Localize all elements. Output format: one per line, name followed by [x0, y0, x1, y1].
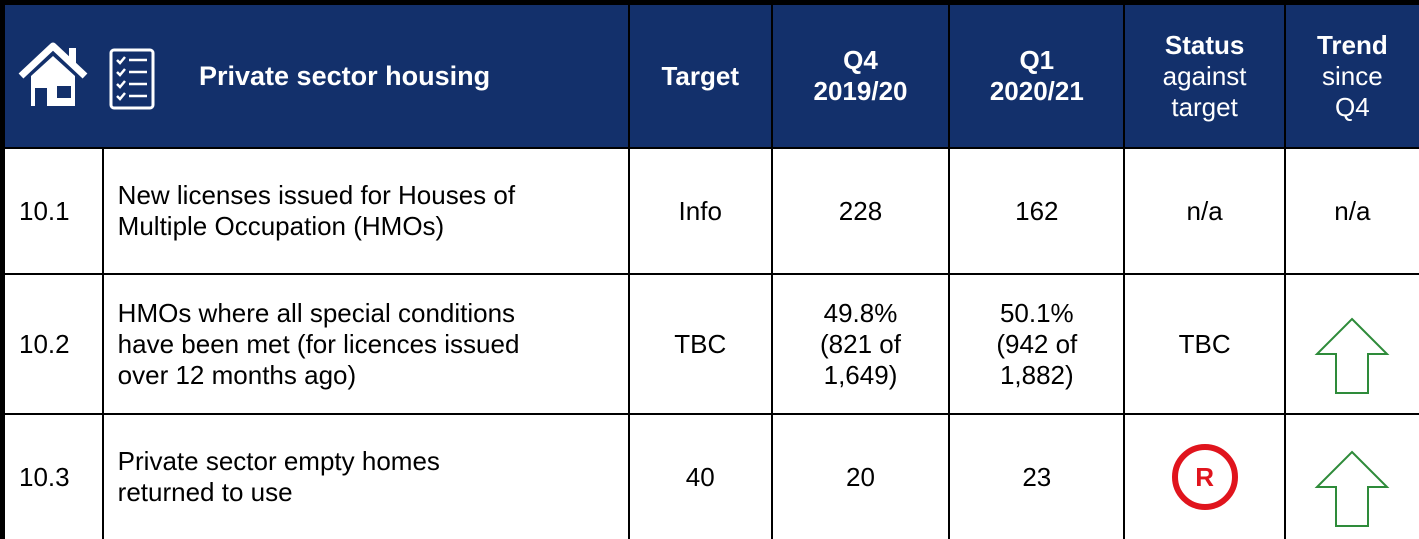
- row: 10.1 New licenses issued for Houses of M…: [3, 148, 1419, 274]
- col-header-text: Status: [1165, 30, 1244, 60]
- trend-up-arrow: [1314, 316, 1390, 396]
- col-header-text: Target: [661, 61, 739, 91]
- q4-cell: 20: [772, 414, 949, 539]
- header-icons: [13, 36, 163, 116]
- col-header-subtext: against target: [1163, 61, 1247, 122]
- q1-cell: 23: [949, 414, 1124, 539]
- col-header-subtext: since Q4: [1322, 61, 1383, 122]
- col-header: Target: [629, 3, 772, 149]
- row-description: HMOs where all special conditions have b…: [103, 274, 629, 414]
- row-description: New licenses issued for Houses of Multip…: [103, 148, 629, 274]
- trend-cell: [1285, 414, 1419, 539]
- col-header-text: Q1 2020/21: [990, 45, 1084, 106]
- row-id: 10.3: [3, 414, 103, 539]
- col-header: Q1 2020/21: [949, 3, 1124, 149]
- q4-cell: 49.8% (821 of 1,649): [772, 274, 949, 414]
- row: 10.2 HMOs where all special conditions h…: [3, 274, 1419, 414]
- row: 10.3 Private sector empty homes returned…: [3, 414, 1419, 539]
- q1-cell: 50.1% (942 of 1,882): [949, 274, 1124, 414]
- q4-cell: 228: [772, 148, 949, 274]
- trend-cell: [1285, 274, 1419, 414]
- col-header-text: Q4 2019/20: [814, 45, 908, 106]
- target-cell: Info: [629, 148, 772, 274]
- status-cell: n/a: [1124, 148, 1284, 274]
- q1-cell: 162: [949, 148, 1124, 274]
- target-cell: 40: [629, 414, 772, 539]
- trend-up-arrow: [1314, 449, 1390, 529]
- row-id: 10.2: [3, 274, 103, 414]
- header-row: Private sector housing Target Q4 2019/20…: [3, 3, 1419, 149]
- col-header: Q4 2019/20: [772, 3, 949, 149]
- target-cell: TBC: [629, 274, 772, 414]
- trend-cell: n/a: [1285, 148, 1419, 274]
- status-cell: TBC: [1124, 274, 1284, 414]
- table-title: Private sector housing: [199, 61, 490, 92]
- rag-status: R: [1172, 444, 1238, 510]
- row-id: 10.1: [3, 148, 103, 274]
- row-description: Private sector empty homes returned to u…: [103, 414, 629, 539]
- col-header-text: Trend: [1317, 30, 1388, 60]
- status-cell: R: [1124, 414, 1284, 539]
- title-cell: Private sector housing: [3, 3, 629, 149]
